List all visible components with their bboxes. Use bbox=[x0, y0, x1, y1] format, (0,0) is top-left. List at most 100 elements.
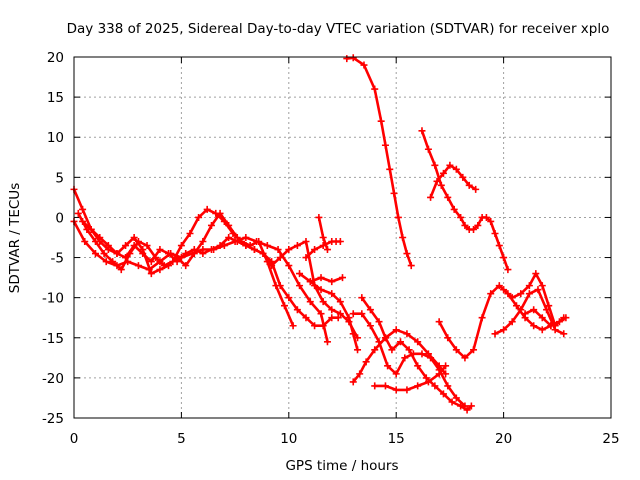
data-point-marker bbox=[381, 141, 389, 149]
data-point-marker bbox=[360, 61, 368, 69]
data-point-marker bbox=[500, 254, 508, 262]
series-trace-08 bbox=[306, 274, 346, 286]
data-point-marker bbox=[358, 310, 366, 318]
y-axis-label: SDTVAR / TECUs bbox=[7, 183, 23, 293]
data-point-marker bbox=[104, 242, 112, 250]
data-point-marker bbox=[414, 362, 422, 370]
data-point-marker bbox=[177, 242, 185, 250]
data-point-marker bbox=[96, 234, 104, 241]
data-point-marker bbox=[293, 306, 301, 314]
data-point-marker bbox=[371, 382, 379, 390]
data-point-marker bbox=[143, 242, 151, 250]
data-series bbox=[70, 54, 570, 414]
data-point-marker bbox=[495, 282, 503, 290]
data-point-marker bbox=[444, 193, 452, 201]
data-point-marker bbox=[452, 165, 460, 173]
data-point-marker bbox=[281, 302, 289, 310]
series-line bbox=[345, 56, 413, 267]
data-point-marker bbox=[377, 117, 385, 125]
data-point-marker bbox=[302, 314, 310, 322]
data-point-marker bbox=[87, 225, 95, 233]
data-point-marker bbox=[452, 394, 460, 402]
data-point-marker bbox=[532, 270, 540, 278]
series-trace-06 bbox=[315, 213, 331, 254]
x-axis-label: GPS time / hours bbox=[285, 458, 398, 474]
data-point-marker bbox=[439, 390, 447, 398]
data-point-marker bbox=[538, 314, 546, 322]
data-point-marker bbox=[190, 250, 198, 258]
data-point-marker bbox=[495, 242, 503, 250]
data-point-marker bbox=[225, 221, 233, 229]
series-trace-14 bbox=[418, 127, 512, 274]
data-point-marker bbox=[394, 213, 402, 221]
y-tick-label: 15 bbox=[47, 90, 64, 106]
data-point-marker bbox=[396, 338, 404, 346]
data-point-marker bbox=[203, 205, 211, 213]
data-point-marker bbox=[122, 242, 130, 250]
data-point-marker bbox=[418, 127, 426, 135]
data-point-marker bbox=[362, 358, 370, 366]
series-trace-15 bbox=[427, 161, 480, 201]
series-line bbox=[309, 276, 344, 283]
data-point-marker bbox=[508, 294, 516, 302]
data-point-marker bbox=[317, 310, 325, 318]
x-tick-label: 15 bbox=[388, 431, 405, 447]
series-trace-04 bbox=[79, 209, 362, 342]
chart-title: Day 338 of 2025, Sidereal Day-to-day VTE… bbox=[67, 21, 610, 37]
data-point-marker bbox=[323, 338, 331, 346]
data-point-marker bbox=[199, 238, 207, 246]
data-point-marker bbox=[349, 378, 357, 386]
data-point-marker bbox=[474, 221, 482, 229]
data-point-marker bbox=[392, 370, 400, 378]
data-point-marker bbox=[390, 189, 398, 197]
series-trace-13 bbox=[371, 362, 450, 394]
data-point-marker bbox=[296, 270, 304, 278]
data-point-marker bbox=[545, 302, 553, 310]
data-point-marker bbox=[418, 350, 426, 358]
data-point-marker bbox=[508, 318, 516, 326]
data-point-marker bbox=[444, 334, 452, 342]
data-point-marker bbox=[328, 306, 336, 314]
data-point-marker bbox=[470, 225, 478, 233]
series-trace-19 bbox=[521, 306, 555, 330]
y-tick-label: -10 bbox=[42, 291, 64, 307]
data-point-marker bbox=[467, 402, 475, 410]
data-point-marker bbox=[319, 234, 327, 241]
data-point-marker bbox=[500, 326, 508, 334]
data-point-marker bbox=[156, 266, 164, 274]
data-point-marker bbox=[216, 209, 224, 217]
data-point-marker bbox=[491, 229, 499, 237]
data-point-marker bbox=[328, 314, 336, 322]
data-point-marker bbox=[403, 330, 411, 338]
y-tick-labels: 20 15 10 5 0 -5 -10 -15 -20 -25 bbox=[42, 50, 64, 427]
y-tick-label: 20 bbox=[47, 50, 64, 66]
data-point-marker bbox=[414, 338, 422, 346]
data-point-marker bbox=[422, 374, 430, 382]
y-tick-label: 5 bbox=[55, 170, 64, 186]
data-point-marker bbox=[375, 318, 383, 326]
data-point-marker bbox=[478, 314, 486, 322]
series-trace-11 bbox=[358, 294, 475, 414]
data-point-marker bbox=[407, 262, 415, 270]
data-point-marker bbox=[173, 254, 181, 262]
data-point-marker bbox=[525, 290, 533, 298]
data-point-marker bbox=[336, 310, 344, 318]
data-point-marker bbox=[231, 238, 239, 246]
data-point-marker bbox=[457, 213, 465, 221]
data-point-marker bbox=[130, 234, 138, 241]
data-point-marker bbox=[381, 334, 389, 342]
data-point-marker bbox=[399, 234, 407, 241]
data-point-marker bbox=[79, 217, 87, 225]
data-point-marker bbox=[392, 326, 400, 334]
data-point-marker bbox=[371, 85, 379, 93]
data-point-marker bbox=[255, 238, 263, 246]
data-point-marker bbox=[272, 282, 280, 290]
data-point-marker bbox=[317, 286, 325, 294]
data-point-marker bbox=[242, 242, 250, 250]
data-point-marker bbox=[433, 177, 441, 185]
data-point-marker bbox=[521, 310, 529, 318]
data-point-marker bbox=[276, 254, 284, 262]
data-point-marker bbox=[311, 246, 319, 254]
data-point-marker bbox=[349, 54, 357, 62]
